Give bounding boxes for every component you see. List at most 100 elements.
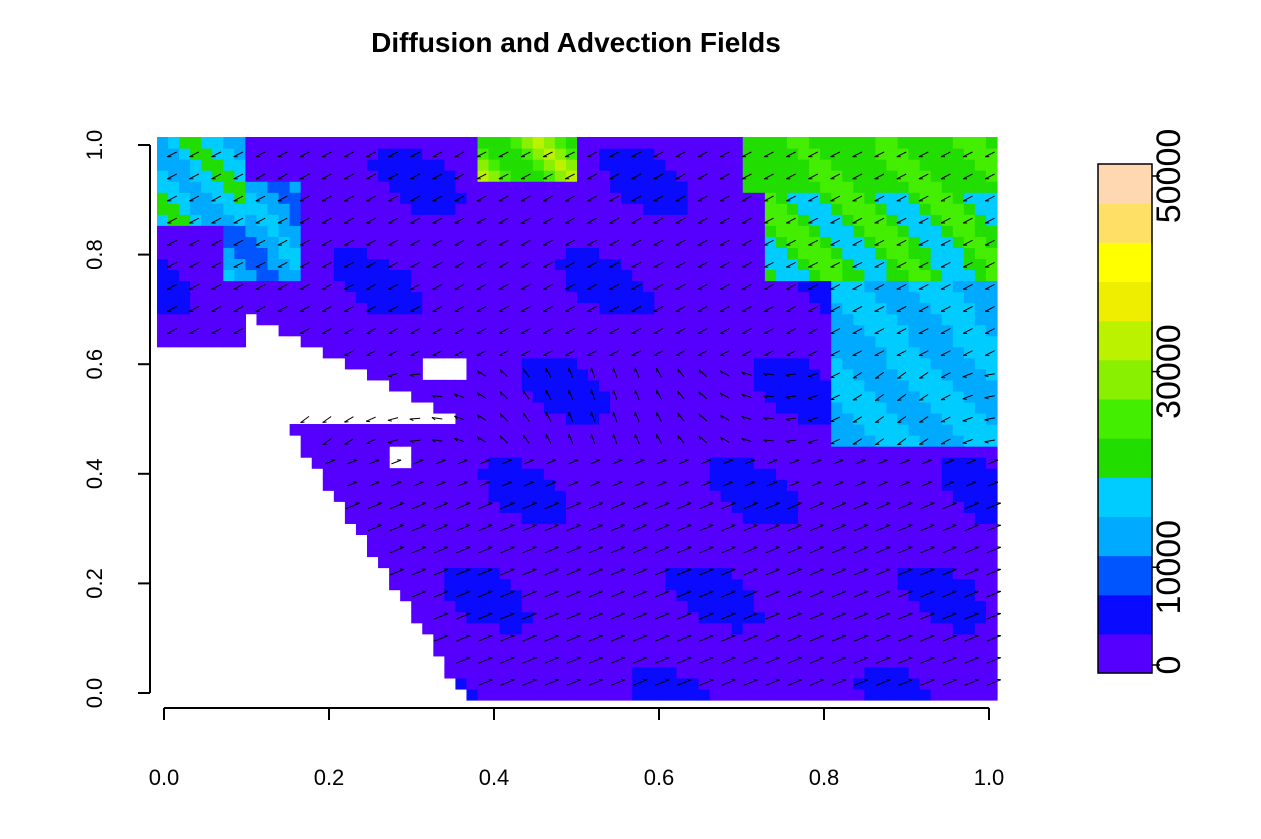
heatmap-cell [731,600,744,613]
heatmap-cell [466,302,479,315]
heatmap-cell [886,424,899,436]
advection-arrow [719,217,730,224]
heatmap-cell [510,401,523,414]
heatmap-cell [831,401,843,414]
heatmap-cell [510,159,523,171]
heatmap-cell [355,170,368,182]
heatmap-cell [731,611,744,624]
heatmap-cell [798,170,810,182]
heatmap-cell [820,589,832,602]
heatmap-cell [952,578,965,591]
heatmap-cell [908,269,921,282]
heatmap-cell [643,379,655,392]
heatmap-cell [709,401,722,414]
heatmap-cell [168,159,180,171]
heatmap-cell [886,148,899,160]
heatmap-cell [886,446,899,458]
advection-arrow [855,459,866,465]
heatmap-cell [289,291,302,304]
heatmap-cell [411,379,423,392]
heatmap-cell [444,611,457,624]
heatmap-cell [610,622,622,635]
heatmap-cell [643,159,655,171]
heatmap-cell [919,357,932,370]
heatmap-cell [687,346,700,359]
advection-arrow [854,634,869,642]
heatmap-cell [742,159,755,171]
advection-arrow [410,261,421,268]
heatmap-cell [974,313,987,326]
heatmap-cell [687,490,700,502]
heatmap-cell [643,446,655,458]
heatmap-cell [875,424,888,436]
heatmap-cell [289,225,302,237]
advection-arrow [918,283,929,290]
heatmap-cell [974,666,987,679]
advection-arrow [588,502,604,510]
heatmap-cell [919,468,932,480]
heatmap-cell [333,435,346,447]
heatmap-cell [367,247,379,260]
heatmap-cell [344,424,357,436]
heatmap-cell [212,225,224,237]
heatmap-cell [256,203,269,215]
heatmap-cell [875,666,888,679]
heatmap-cell [610,424,622,436]
heatmap-cell [267,269,280,282]
heatmap-cell [787,644,799,657]
heatmap-cell [455,313,468,326]
advection-arrow [741,393,752,398]
advection-arrow [920,502,935,510]
heatmap-cell [510,556,523,569]
heatmap-cell [709,512,722,524]
heatmap-cell [985,225,998,237]
advection-arrow [434,634,449,642]
heatmap-cell [643,589,655,602]
advection-arrow [808,195,819,202]
advection-arrow [743,590,758,598]
heatmap-cell [333,225,346,237]
advection-arrow [367,524,382,532]
heatmap-cell [245,214,258,226]
heatmap-cell [378,247,390,260]
heatmap-cell [875,644,888,657]
advection-arrow [369,481,380,487]
heatmap-cell [853,181,865,193]
heatmap-cell [378,523,390,536]
advection-arrow [189,306,200,312]
heatmap-cell [400,501,412,513]
heatmap-cell [952,468,965,480]
heatmap-cell [731,137,744,149]
heatmap-cell [367,357,379,370]
heatmap-cell [532,368,545,381]
heatmap-cell [488,269,501,282]
heatmap-cell [444,501,457,513]
advection-arrow [763,417,774,421]
heatmap-cell [488,324,501,337]
heatmap-cell [278,291,291,304]
advection-arrow [366,328,376,334]
heatmap-cell [820,280,832,293]
heatmap-cell [775,390,788,403]
advection-arrow [962,328,973,334]
heatmap-cell [422,611,434,624]
heatmap-cell [532,534,545,547]
heatmap-cell [875,357,888,370]
heatmap-cell [201,280,213,293]
colorbar-swatch [1098,594,1152,635]
advection-arrow [874,350,885,356]
colorbar-swatch [1098,242,1152,283]
heatmap-cell [952,236,965,248]
heatmap-cell [687,258,700,271]
advection-arrow [831,634,847,642]
advection-arrow [476,370,487,377]
heatmap-cell [952,666,965,679]
advection-arrow [940,239,951,246]
heatmap-cell [864,567,877,580]
heatmap-cell [654,446,667,458]
heatmap-cell [698,556,711,569]
heatmap-cell [798,644,810,657]
heatmap-cell [532,501,545,513]
heatmap-cell [588,468,600,480]
heatmap-cell [930,148,943,160]
